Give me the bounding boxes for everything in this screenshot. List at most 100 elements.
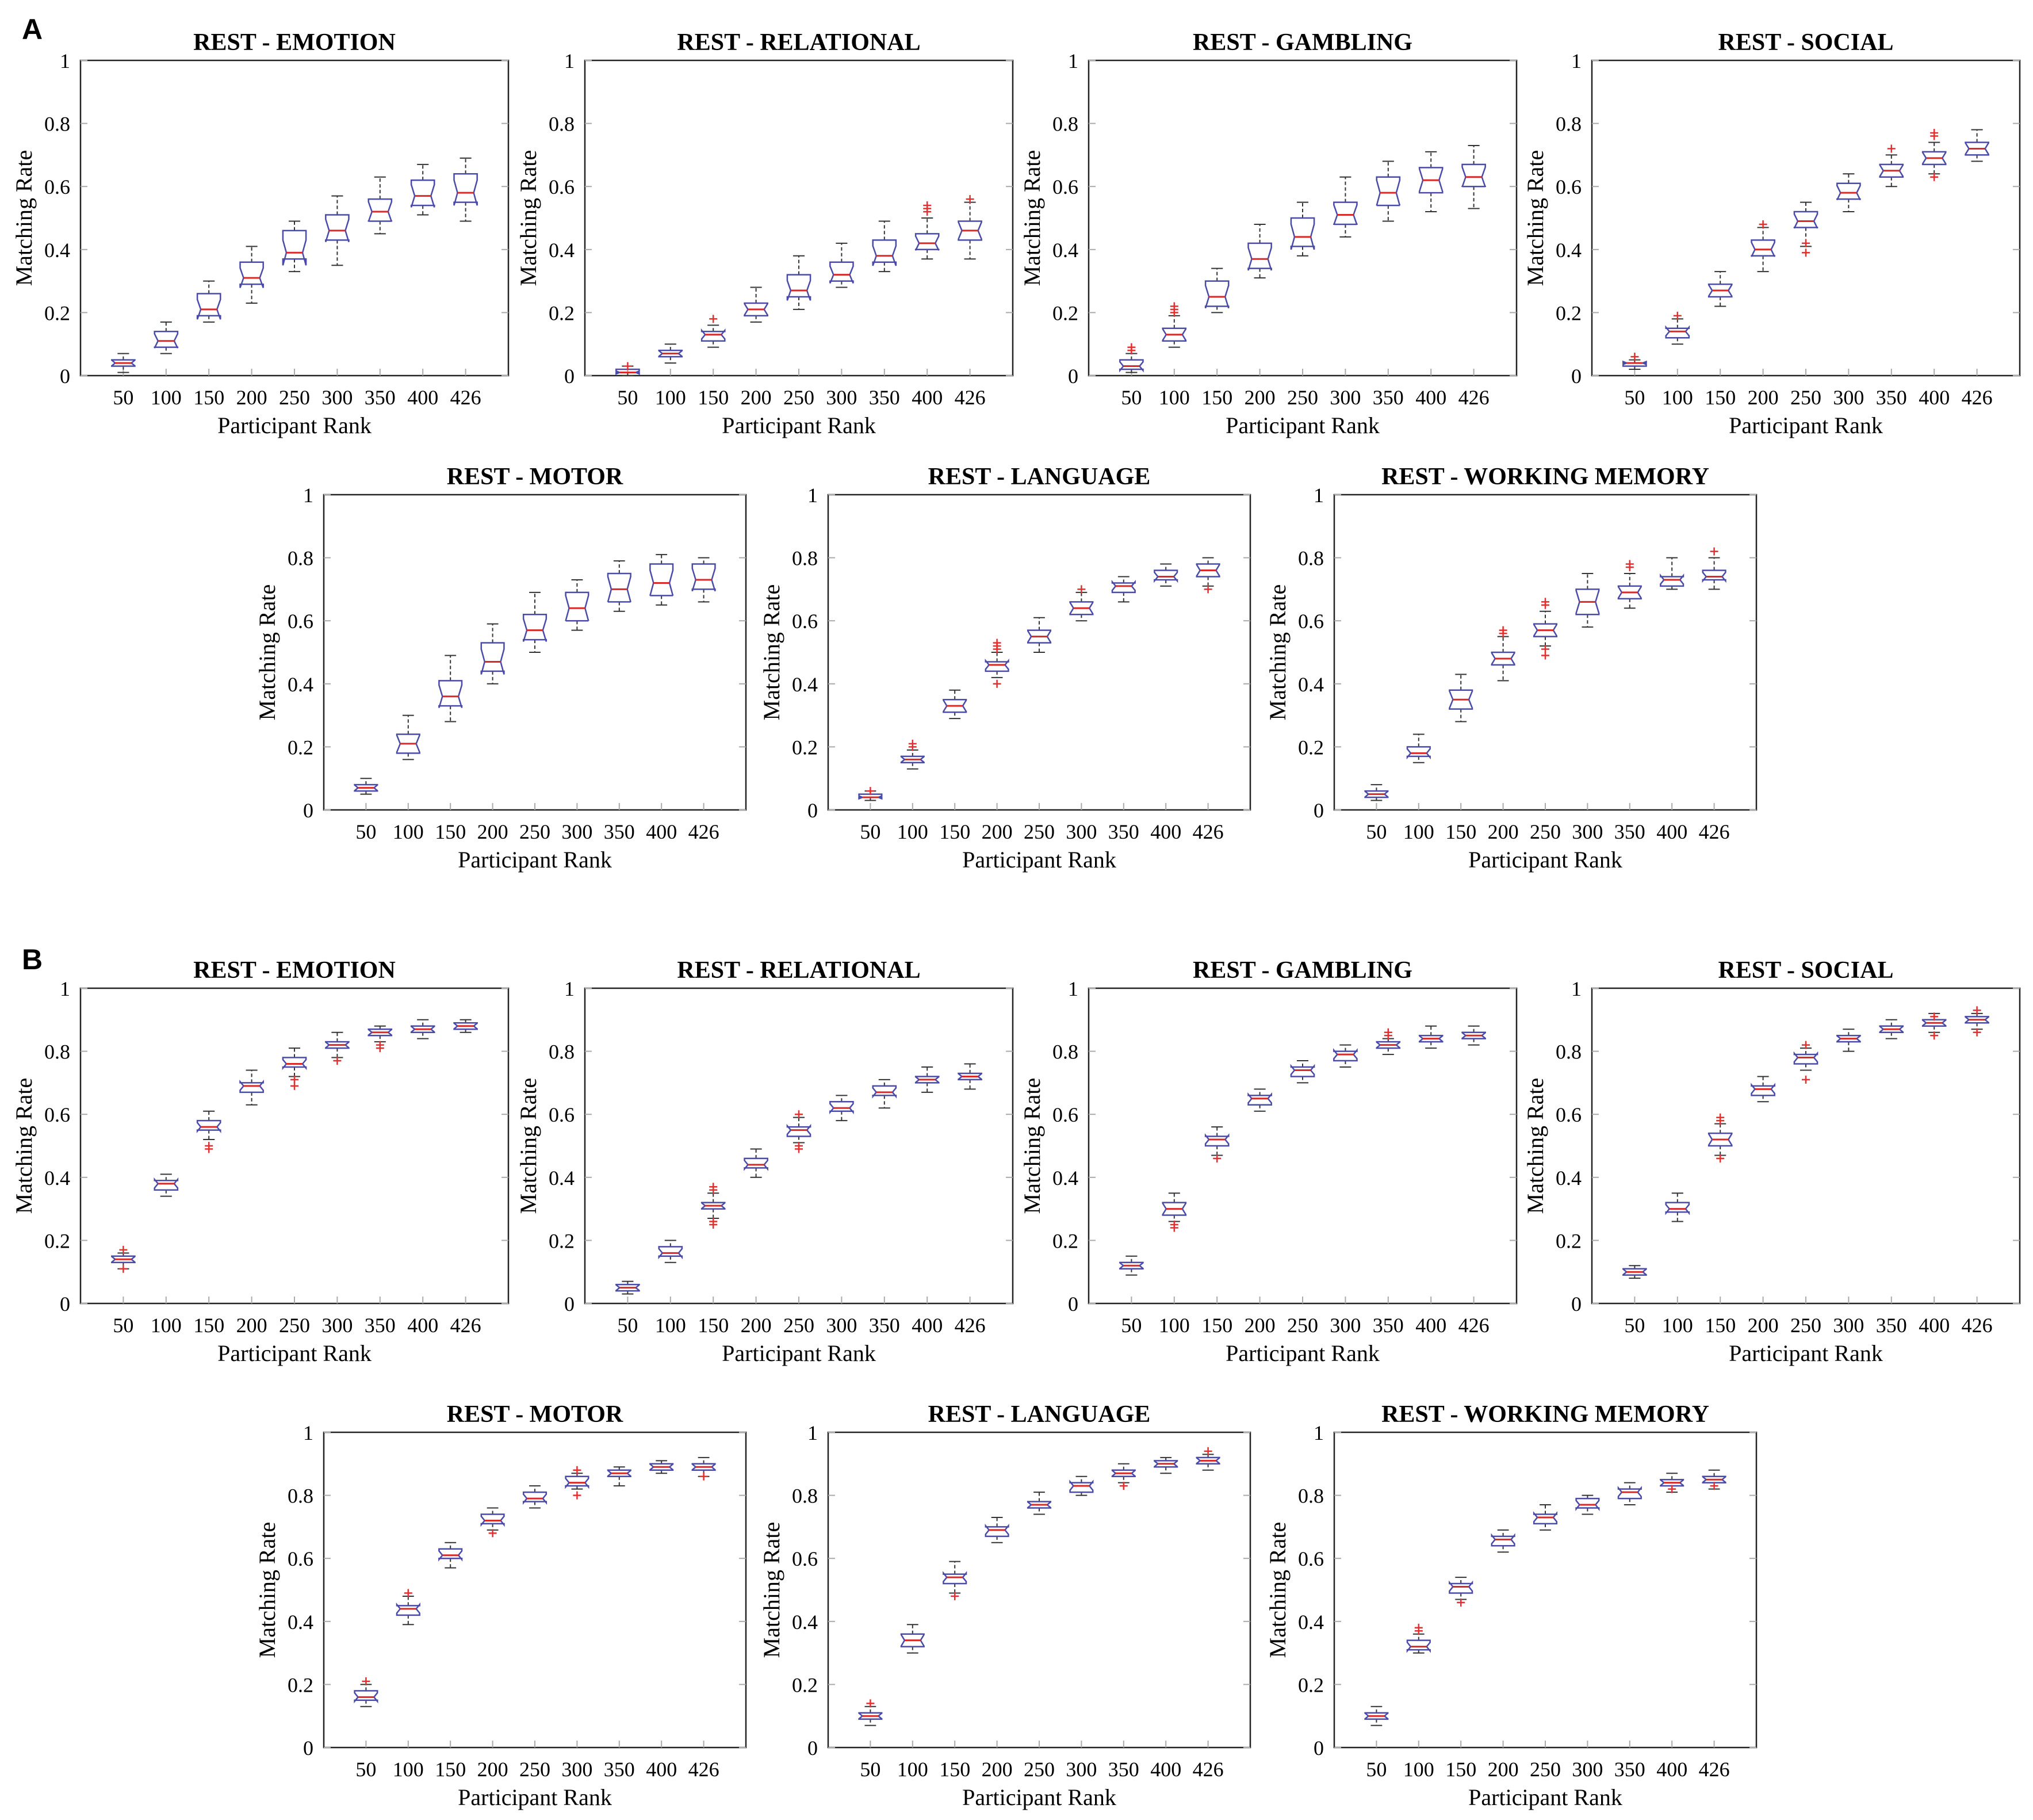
y-tick-label: 0.4 — [1052, 239, 1078, 262]
box-body — [914, 233, 940, 251]
x-tick-label: 150 — [193, 1314, 224, 1337]
y-tick-label: 0.6 — [1556, 175, 1582, 198]
box-body — [615, 1283, 640, 1292]
outlier-marker — [362, 1677, 370, 1685]
box-body — [282, 1057, 307, 1070]
box-body — [1921, 1019, 1947, 1027]
y-axis-label: Matching Rate — [759, 1522, 784, 1658]
box-body — [111, 1255, 136, 1264]
x-axis-label: Participant Rank — [722, 412, 876, 438]
y-tick-label: 0.6 — [44, 1103, 70, 1126]
chart-title: REST - MOTOR — [447, 464, 623, 490]
x-tick-label: 426 — [1699, 1758, 1730, 1781]
box-body — [1154, 1460, 1178, 1468]
box-body — [615, 368, 640, 375]
box-body — [1965, 142, 1989, 156]
y-tick-label: 0.6 — [1298, 1547, 1324, 1570]
box-100 — [1665, 311, 1690, 345]
box-body — [565, 591, 589, 622]
box-250 — [1027, 617, 1052, 653]
box-200 — [744, 1148, 768, 1178]
x-tick-label: 100 — [1159, 1314, 1190, 1337]
plot-frame — [1591, 59, 2021, 377]
box-250 — [1027, 1492, 1052, 1515]
x-tick-label: 100 — [655, 386, 686, 409]
x-tick-label: 200 — [982, 1758, 1013, 1781]
chart-title: REST - WORKING MEMORY — [1381, 1401, 1709, 1428]
box-body — [829, 1101, 854, 1115]
box-50 — [111, 353, 136, 373]
box-body — [480, 642, 505, 675]
box-body — [858, 1712, 883, 1720]
y-tick-label: 0 — [1314, 1737, 1324, 1760]
box-body — [1204, 280, 1230, 309]
box-body — [1575, 588, 1600, 615]
box-100 — [658, 1240, 683, 1263]
x-tick-label: 150 — [435, 820, 466, 843]
box-body — [900, 755, 925, 764]
box-426 — [1702, 1469, 1726, 1490]
outlier-marker — [1384, 1028, 1392, 1037]
outlier-marker — [1127, 343, 1136, 351]
y-tick-label: 0.2 — [1298, 1673, 1324, 1696]
y-axis-label: Matching Rate — [759, 584, 784, 721]
box-200 — [480, 1507, 505, 1538]
x-tick-label: 426 — [1193, 820, 1224, 843]
chart-title: REST - RELATIONAL — [677, 957, 920, 984]
box-body — [1111, 1469, 1136, 1477]
box-body — [1364, 1712, 1389, 1720]
box-250 — [1290, 201, 1315, 257]
y-tick-label: 0.8 — [549, 1041, 575, 1064]
x-tick-label: 426 — [1699, 820, 1730, 843]
box-body — [154, 1177, 179, 1191]
outlier-marker — [1930, 1031, 1939, 1040]
box-400 — [1418, 151, 1444, 213]
x-tick-label: 426 — [450, 386, 481, 409]
panel-label: B — [22, 943, 43, 976]
box-350 — [1376, 160, 1401, 222]
x-tick-label: 426 — [1193, 1758, 1224, 1781]
box-200 — [239, 1069, 264, 1106]
y-tick-label: 0.8 — [1052, 113, 1078, 136]
x-tick-label: 400 — [407, 386, 438, 409]
outlier-marker — [1668, 1485, 1676, 1493]
x-tick-label: 426 — [1458, 386, 1490, 409]
x-tick-label: 426 — [1458, 1314, 1490, 1337]
x-tick-label: 400 — [1150, 1758, 1181, 1781]
box-50 — [858, 787, 883, 801]
box-body — [1702, 1475, 1726, 1483]
box-300 — [1575, 573, 1600, 628]
x-tick-label: 200 — [1488, 1758, 1519, 1781]
y-tick-label: 0.2 — [1556, 1229, 1582, 1252]
x-axis-label: Participant Rank — [458, 847, 612, 873]
outlier-marker — [1802, 239, 1810, 247]
chart-title: REST - EMOTION — [193, 29, 396, 56]
x-tick-label: 200 — [741, 386, 772, 409]
box-300 — [1575, 1494, 1600, 1515]
x-tick-label: 200 — [1748, 386, 1779, 409]
x-tick-label: 350 — [1876, 386, 1907, 409]
outlier-marker — [573, 1491, 581, 1500]
x-axis-label: Participant Rank — [962, 1784, 1116, 1810]
box-body — [691, 563, 716, 592]
box-150 — [700, 315, 726, 348]
box-150 — [1449, 674, 1473, 722]
x-tick-label: 300 — [1066, 1758, 1097, 1781]
y-tick-label: 0.6 — [44, 175, 70, 198]
box-300 — [1069, 585, 1094, 622]
outlier-marker — [866, 787, 875, 796]
y-tick-label: 0 — [303, 799, 313, 822]
y-tick-label: 0 — [807, 1737, 818, 1760]
outlier-marker — [404, 1589, 412, 1597]
y-tick-label: 0 — [564, 365, 575, 388]
x-axis-label: Participant Rank — [1226, 412, 1380, 438]
outlier-marker — [966, 195, 974, 204]
y-tick-label: 0.4 — [288, 673, 313, 696]
y-axis-label: Matching Rate — [515, 150, 541, 286]
x-tick-label: 150 — [1201, 386, 1232, 409]
box-body — [410, 1025, 435, 1033]
box-body — [1836, 1034, 1861, 1043]
